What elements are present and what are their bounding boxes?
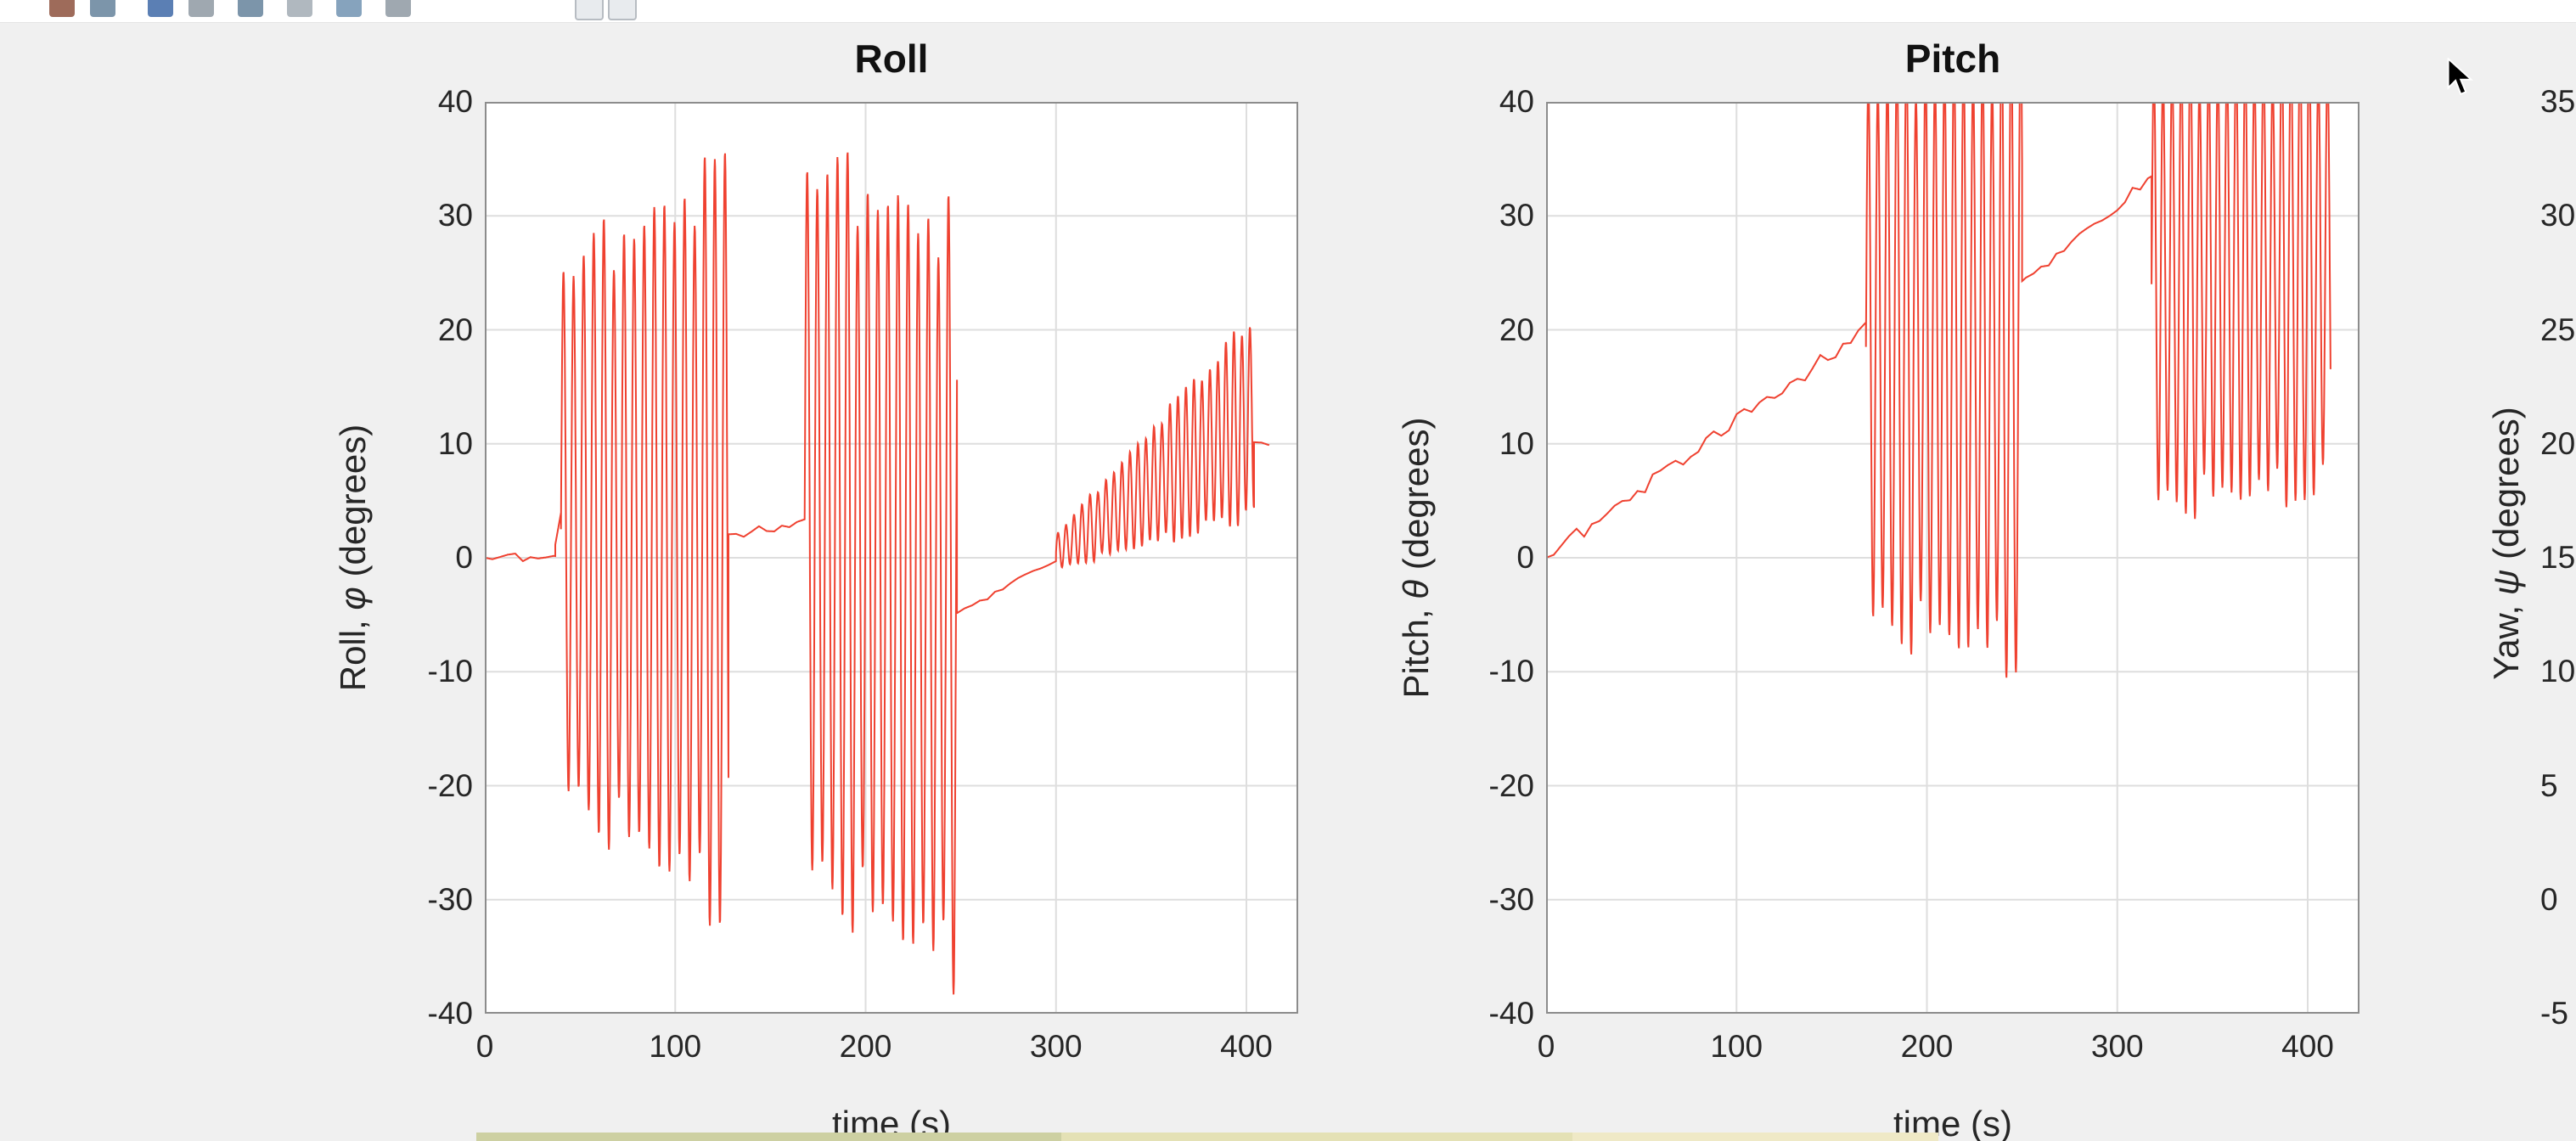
pitch-chart-svg xyxy=(1546,102,2359,1014)
roll-y-axis-label: Roll, φ (degrees) xyxy=(333,424,374,692)
x-tick-label: 0 xyxy=(475,1029,494,1064)
figure-toolbar xyxy=(0,0,2576,23)
toolbar-icon-add-subplot[interactable] xyxy=(575,0,604,20)
y-tick-label: -20 xyxy=(427,767,473,803)
toolbar-icon-save-figure[interactable] xyxy=(148,0,173,17)
x-tick-label: 200 xyxy=(1900,1029,1954,1064)
y-tick-label: 10 xyxy=(437,425,473,461)
y-tick-label: 40 xyxy=(437,84,473,119)
roll-angle-line xyxy=(485,152,1270,995)
toolbar-icon-print[interactable] xyxy=(188,0,214,17)
roll-plot-area[interactable] xyxy=(485,102,1298,1014)
pitch-angle-line xyxy=(1546,102,2331,678)
x-tick-label: 100 xyxy=(1710,1029,1763,1064)
yaw-y-tick-label: 20 xyxy=(2540,425,2576,461)
background-window-strip-segment xyxy=(1060,1133,1573,1141)
roll-ylabel-prefix: Roll, xyxy=(333,610,373,692)
y-tick-label: 20 xyxy=(437,312,473,347)
yaw-y-tick-label: 15 xyxy=(2540,540,2576,575)
y-tick-label: 0 xyxy=(455,540,473,575)
yaw-ylabel-suffix: (degrees) xyxy=(2486,407,2526,570)
toolbar-icon-layout-grid[interactable] xyxy=(608,0,637,20)
background-window-strip-segment xyxy=(1572,1133,1938,1141)
y-tick-label: 40 xyxy=(1499,84,1534,119)
pitch-plot-area[interactable] xyxy=(1546,102,2359,1014)
roll-chart-svg xyxy=(485,102,1298,1014)
x-tick-label: 0 xyxy=(1537,1029,1555,1064)
phi-symbol: φ xyxy=(333,587,373,610)
yaw-ylabel-prefix: Yaw, xyxy=(2486,595,2526,680)
x-tick-label: 100 xyxy=(649,1029,702,1064)
y-tick-label: -40 xyxy=(1488,996,1534,1031)
y-tick-label: -30 xyxy=(427,881,473,917)
pitch-ylabel-prefix: Pitch, xyxy=(1396,599,1436,699)
yaw-y-tick-label: 30 xyxy=(2540,198,2576,233)
x-tick-label: 400 xyxy=(2281,1029,2334,1064)
psi-symbol: ψ xyxy=(2486,569,2526,596)
x-tick-label: 300 xyxy=(2090,1029,2144,1064)
y-tick-label: -40 xyxy=(427,996,473,1031)
y-tick-label: 0 xyxy=(1516,540,1534,575)
y-tick-label: 30 xyxy=(1499,198,1534,233)
toolbar-icon-zoom-out[interactable] xyxy=(287,0,312,17)
roll-ylabel-suffix: (degrees) xyxy=(333,424,373,587)
yaw-y-tick-label: 35 xyxy=(2540,84,2576,119)
background-window-strip-segment xyxy=(476,1133,1061,1141)
x-tick-label: 300 xyxy=(1029,1029,1083,1064)
yaw-y-tick-label: 25 xyxy=(2540,312,2576,347)
x-tick-label: 400 xyxy=(1220,1029,1273,1064)
y-tick-label: 10 xyxy=(1499,425,1534,461)
x-tick-label: 200 xyxy=(839,1029,892,1064)
y-tick-label: 30 xyxy=(437,198,473,233)
mouse-cursor-icon xyxy=(2447,58,2473,95)
theta-symbol: θ xyxy=(1396,579,1436,599)
y-tick-label: -10 xyxy=(427,654,473,689)
yaw-y-tick-label: -5 xyxy=(2540,996,2568,1031)
roll-plot-title: Roll xyxy=(854,37,929,81)
y-tick-label: -20 xyxy=(1488,767,1534,803)
yaw-y-tick-label: 10 xyxy=(2540,654,2576,689)
toolbar-icon-new-figure[interactable] xyxy=(49,0,75,17)
y-tick-label: -10 xyxy=(1488,654,1534,689)
pitch-y-axis-label: Pitch, θ (degrees) xyxy=(1396,418,1437,699)
yaw-y-axis-label: Yaw, ψ (degrees) xyxy=(2486,407,2527,680)
pitch-ylabel-suffix: (degrees) xyxy=(1396,417,1436,580)
pitch-plot-title: Pitch xyxy=(1904,37,2001,81)
y-tick-label: 20 xyxy=(1499,312,1534,347)
y-tick-label: -30 xyxy=(1488,881,1534,917)
toolbar-icon-rotate-3d[interactable] xyxy=(385,0,411,17)
background-window-sliver xyxy=(476,1133,1938,1141)
toolbar-icon-zoom-in[interactable] xyxy=(238,0,263,17)
yaw-y-tick-label: 5 xyxy=(2540,767,2558,803)
yaw-y-tick-label: 0 xyxy=(2540,881,2558,917)
toolbar-icon-pan[interactable] xyxy=(336,0,362,17)
toolbar-icon-open-file[interactable] xyxy=(90,0,115,17)
